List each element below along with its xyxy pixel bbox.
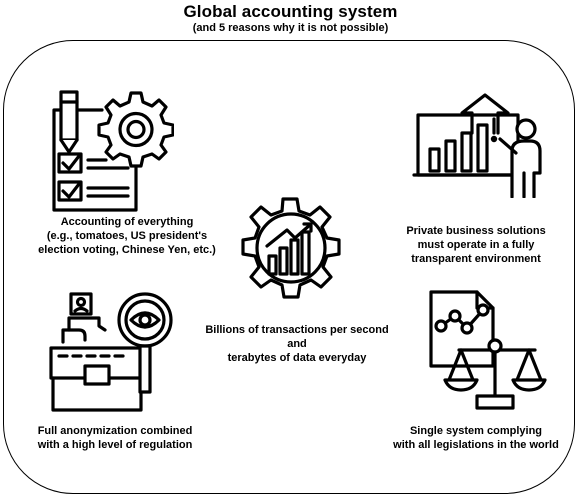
label-line: Full anonymization combined (37, 425, 193, 437)
gear-chart-icon (241, 197, 341, 299)
label-line: terabytes of data everyday (227, 352, 367, 364)
label-line: Private business solutions (406, 225, 546, 237)
label-line: Billions of transactions per second (205, 324, 389, 336)
label-line: with a high level of regulation (37, 439, 193, 451)
label-line: with all legislations in the world (393, 439, 559, 451)
rounded-frame (3, 40, 575, 494)
label-line: transparent environment (411, 253, 541, 265)
item-label-billions-transactions: Billions of transactions per second and … (184, 323, 410, 365)
page-title: Global accounting system (183, 2, 398, 21)
item-label-single-system: Single system complying with all legisla… (376, 424, 576, 452)
item-label-private-business: Private business solutions must operate … (376, 224, 576, 266)
label-line: Accounting of everything (60, 216, 194, 228)
item-label-anonymization: Full anonymization combined with a high … (10, 424, 220, 452)
checklist-gear-icon (52, 90, 174, 212)
item-label-accounting-everything: Accounting of everything (e.g., tomatoes… (6, 215, 248, 257)
label-line: and (287, 338, 307, 350)
anonymous-bag-magnifier-icon (49, 292, 173, 412)
label-line: Single system complying (409, 425, 543, 437)
label-line: (e.g., tomatoes, US president's (46, 230, 208, 242)
label-line: must operate in a fully (417, 239, 535, 251)
presentation-chart-icon (412, 93, 542, 198)
label-line: election voting, Chinese Yen, etc.) (38, 244, 216, 256)
page-subtitle: (and 5 reasons why it is not possible) (192, 22, 389, 34)
scales-document-icon (429, 290, 547, 410)
